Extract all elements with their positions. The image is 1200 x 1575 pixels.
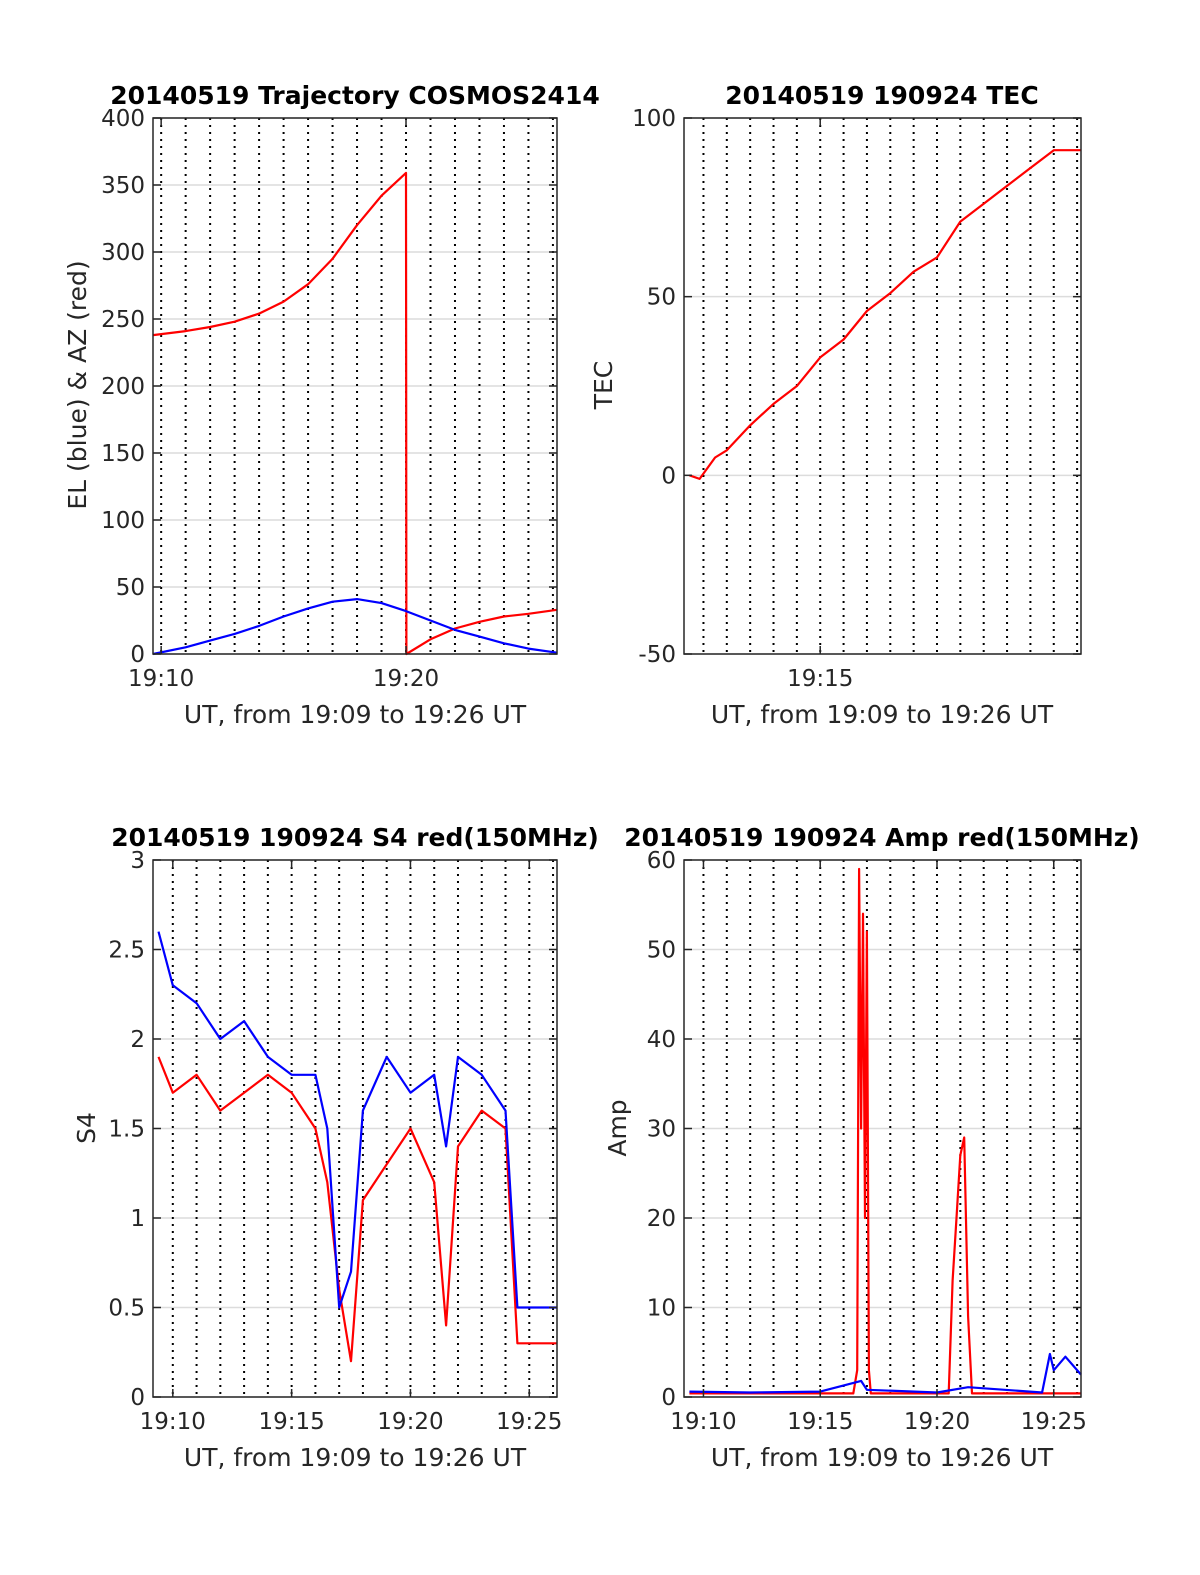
xlabel-trajectory: UT, from 19:09 to 19:26 UT	[184, 700, 527, 729]
series-line-red	[689, 867, 1081, 1395]
xlabel-s4: UT, from 19:09 to 19:26 UT	[184, 1443, 527, 1472]
panel-trajectory: 20140519 Trajectory COSMOS2414 UT, from …	[63, 81, 600, 729]
xtick-label: 19:15	[258, 1409, 324, 1435]
ytick-label: 0	[130, 642, 145, 668]
ytick-label: 10	[647, 1296, 676, 1322]
xtick-label: 19:10	[128, 666, 194, 692]
xtick-label: 19:20	[377, 1409, 443, 1435]
xtick-label: 19:25	[496, 1409, 562, 1435]
ytick-label: 400	[101, 106, 145, 132]
xtick-label: 19:25	[1021, 1409, 1087, 1435]
xtick-label: 19:20	[373, 666, 439, 692]
ytick-label: 2	[130, 1027, 145, 1053]
xlabel-amp: UT, from 19:09 to 19:26 UT	[711, 1443, 1054, 1472]
ytick-label: 50	[647, 285, 676, 311]
series-line-blue	[689, 1352, 1082, 1394]
axes-box	[683, 117, 1082, 655]
ytick-label: 100	[101, 508, 145, 534]
panel-s4: 20140519 190924 S4 red(150MHz) UT, from …	[72, 823, 599, 1472]
ytick-label: 200	[101, 374, 145, 400]
ytick-label: 1.5	[108, 1117, 145, 1143]
ylabel-amp: Amp	[603, 1099, 632, 1156]
title-amp: 20140519 190924 Amp red(150MHz)	[624, 823, 1140, 852]
ytick-label: 30	[647, 1117, 676, 1143]
ylabel-s4: S4	[72, 1112, 101, 1144]
xlabel-tec: UT, from 19:09 to 19:26 UT	[711, 700, 1054, 729]
ytick-label: 2.5	[108, 938, 145, 964]
xtick-label: 19:20	[904, 1409, 970, 1435]
series-line-blue	[157, 931, 557, 1309]
ytick-label: 100	[632, 106, 676, 132]
title-tec: 20140519 190924 TEC	[725, 81, 1038, 110]
xtick-label: 19:10	[140, 1409, 206, 1435]
xtick-label: 19:15	[787, 666, 853, 692]
series-line-red	[152, 171, 558, 656]
ytick-label: 60	[647, 848, 676, 874]
ytick-label: 20	[647, 1206, 676, 1232]
ytick-label: -50	[638, 642, 676, 668]
ytick-label: 0	[130, 1385, 145, 1411]
series-line-red	[157, 1056, 557, 1363]
ytick-label: 50	[116, 575, 145, 601]
xtick-label: 19:10	[670, 1409, 736, 1435]
ylabel-tec: TEC	[589, 361, 618, 411]
ytick-label: 0.5	[108, 1296, 145, 1322]
ytick-label: 50	[647, 938, 676, 964]
series-line-blue	[152, 597, 558, 656]
ytick-label: 350	[101, 173, 145, 199]
panel-tec: 20140519 190924 TEC UT, from 19:09 to 19…	[589, 81, 1082, 729]
ytick-label: 3	[130, 848, 145, 874]
ytick-label: 300	[101, 240, 145, 266]
panel-amp: 20140519 190924 Amp red(150MHz) UT, from…	[603, 823, 1140, 1472]
title-s4: 20140519 190924 S4 red(150MHz)	[111, 823, 599, 852]
series-line-red	[689, 149, 1081, 480]
ytick-label: 250	[101, 307, 145, 333]
title-trajectory: 20140519 Trajectory COSMOS2414	[110, 81, 600, 110]
ytick-label: 150	[101, 441, 145, 467]
ylabel-trajectory: EL (blue) & AZ (red)	[63, 260, 92, 509]
ytick-label: 1	[130, 1206, 145, 1232]
xtick-label: 19:15	[787, 1409, 853, 1435]
ytick-label: 0	[661, 1385, 676, 1411]
ytick-label: 0	[661, 463, 676, 489]
ytick-label: 40	[647, 1027, 676, 1053]
